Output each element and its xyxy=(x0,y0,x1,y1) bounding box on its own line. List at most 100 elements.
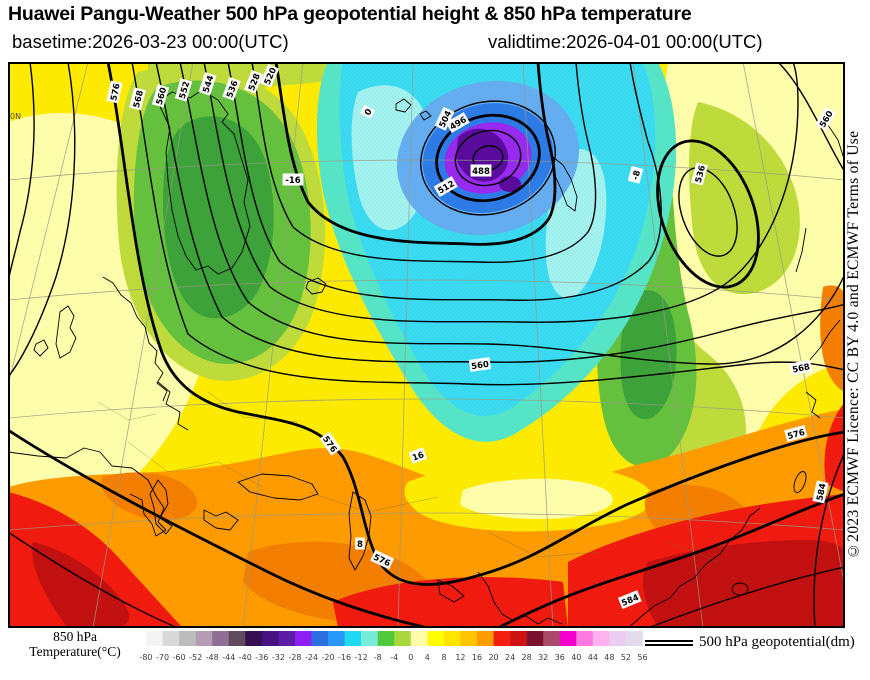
contour-label-chip: 576 xyxy=(784,425,808,442)
colorbar-cell xyxy=(543,631,561,646)
colorbar-tick-label: 4 xyxy=(425,653,430,662)
contour-label-chip: 568 xyxy=(129,87,146,111)
colorbar-tick-label: 24 xyxy=(505,653,515,662)
svg-text:488: 488 xyxy=(472,167,490,177)
colorbar-cell xyxy=(377,631,395,646)
svg-text:-16: -16 xyxy=(285,176,300,186)
colorbar-cell xyxy=(443,631,461,646)
colorbar-tick-label: -24 xyxy=(305,653,318,662)
contour-label-chip: -8 xyxy=(627,165,644,184)
colorbar-tick-label: -60 xyxy=(173,653,186,662)
map-border xyxy=(8,62,845,628)
svg-text:584: 584 xyxy=(815,482,828,502)
colorbar-cell xyxy=(526,631,544,646)
contour-label-chip: 536 xyxy=(691,162,708,186)
colorbar-tick-label: -32 xyxy=(272,653,285,662)
colorbar-cell xyxy=(410,631,428,646)
colorbar-tick-label: 0 xyxy=(408,653,413,662)
colorbar-cell xyxy=(427,631,445,646)
colorbar-cell xyxy=(361,631,378,646)
colorbar-cell xyxy=(278,631,296,646)
legend-temperature-title: 850 hPa Temperature(°C) xyxy=(12,629,138,659)
colorbar-tick-label: -12 xyxy=(355,653,368,662)
colorbar-tick-label: 32 xyxy=(538,653,548,662)
colorbar-tick-label: 40 xyxy=(571,653,581,662)
colorbar-tick-label: -52 xyxy=(189,653,202,662)
geopotential-contours xyxy=(8,62,845,628)
basetime-label: basetime:2026-03-23 00:00(UTC) xyxy=(12,31,289,52)
colorbar-cell xyxy=(559,631,577,646)
colorbar-cell xyxy=(609,631,627,646)
svg-text:576: 576 xyxy=(786,428,806,442)
temperature-labels: -16 0 -8 8 16 xyxy=(282,104,644,550)
contour-label-chip: 560 xyxy=(151,84,170,108)
colorbar-tick-label: -70 xyxy=(156,653,169,662)
colorbar-cell xyxy=(245,631,263,646)
svg-text:560: 560 xyxy=(471,360,490,372)
legend-temp-line2: Temperature(°C) xyxy=(29,644,121,659)
svg-text:536: 536 xyxy=(694,164,708,184)
contour-label-chip: 576 xyxy=(106,80,123,104)
colorbar-cell xyxy=(162,631,180,646)
validtime-label: validtime:2026-04-01 00:00(UTC) xyxy=(488,31,763,52)
forecast-map: 488 496 504 512 520 528 536 544 552 560 568 576 536 5… xyxy=(8,62,845,628)
colorbar-tick-label: 44 xyxy=(588,653,598,662)
colorbar-cell xyxy=(625,631,643,646)
colorbar-cell xyxy=(460,631,478,646)
temperature-colorbar: -80 -70 -60 -52 -48 -44 -40 -36 -32 -28 -24 -20 -16-… xyxy=(139,631,648,662)
svg-text:0: 0 xyxy=(363,107,375,117)
colorbar-tick-label: 56 xyxy=(637,653,647,662)
svg-text:552: 552 xyxy=(178,80,193,100)
contour-label-chip: 488 xyxy=(470,164,492,177)
copyright-vertical-text: ©2023 ECMWF Licence: CC BY 4.0 and ECMWF… xyxy=(845,130,862,560)
svg-text:576: 576 xyxy=(109,82,122,102)
colorbar-tick-label: 52 xyxy=(621,653,631,662)
colorbar-cell xyxy=(195,631,213,646)
coastlines xyxy=(8,89,845,628)
contour-label-chip: 560 xyxy=(468,357,492,372)
svg-text:8: 8 xyxy=(357,540,363,550)
colorbar-tick-label: -16 xyxy=(338,653,351,662)
contour-label-chip: 552 xyxy=(174,78,193,102)
svg-text:568: 568 xyxy=(132,89,146,109)
colorbar-tick-label: 36 xyxy=(555,653,565,662)
colorbar-tick-label: -8 xyxy=(374,653,382,662)
colorbar-cell xyxy=(228,631,246,646)
contour-label-chip: 16 xyxy=(408,447,428,464)
geopotential-legend: 500 hPa geopotential(dm) xyxy=(645,634,855,651)
colorbar-tick-label: -28 xyxy=(288,653,301,662)
colorbar-cell xyxy=(294,631,312,646)
page-title: Huawei Pangu-Weather 500 hPa geopotentia… xyxy=(8,3,692,25)
geopotential-legend-label: 500 hPa geopotential(dm) xyxy=(699,634,855,650)
colorbar-tick-label: -4 xyxy=(390,653,398,662)
colorbar-cell xyxy=(510,631,527,646)
colorbar-tick-label: 28 xyxy=(522,653,532,662)
colorbar-tick-label: -40 xyxy=(239,653,252,662)
colorbar-tick-label: -80 xyxy=(139,653,152,662)
colorbar-tick-label: -48 xyxy=(206,653,219,662)
colorbar-cell xyxy=(592,631,610,646)
colorbar-cell xyxy=(179,631,196,646)
latitude-label: 0N xyxy=(10,112,21,121)
colorbar-tick-label: 20 xyxy=(488,653,498,662)
colorbar-tick-label: -20 xyxy=(322,653,335,662)
svg-text:560: 560 xyxy=(155,86,170,106)
colorbar-cell xyxy=(212,631,230,646)
colorbar-tick-label: -36 xyxy=(255,653,268,662)
colorbar-cell xyxy=(493,631,511,646)
map-canvas: 4884965045125205285365445525605685765365… xyxy=(8,62,845,628)
colorbar-tick-label: 8 xyxy=(441,653,446,662)
svg-text:568: 568 xyxy=(791,362,811,375)
colorbar-cell xyxy=(477,631,494,646)
colorbar-tick-label: 48 xyxy=(604,653,614,662)
svg-text:-8: -8 xyxy=(631,169,643,181)
contour-label-chip: -16 xyxy=(282,173,304,186)
contour-label-chip: 568 xyxy=(789,359,813,376)
colorbar-tick-label: 16 xyxy=(472,653,482,662)
legend-temp-line1: 850 hPa xyxy=(53,629,97,644)
contour-label-chip: 8 xyxy=(355,537,365,550)
colorbar-tick-label: -44 xyxy=(222,653,235,662)
colorbar-tick-label: 12 xyxy=(455,653,465,662)
colorbar-cell xyxy=(311,631,329,646)
contour-label-chip: 0 xyxy=(359,104,376,119)
